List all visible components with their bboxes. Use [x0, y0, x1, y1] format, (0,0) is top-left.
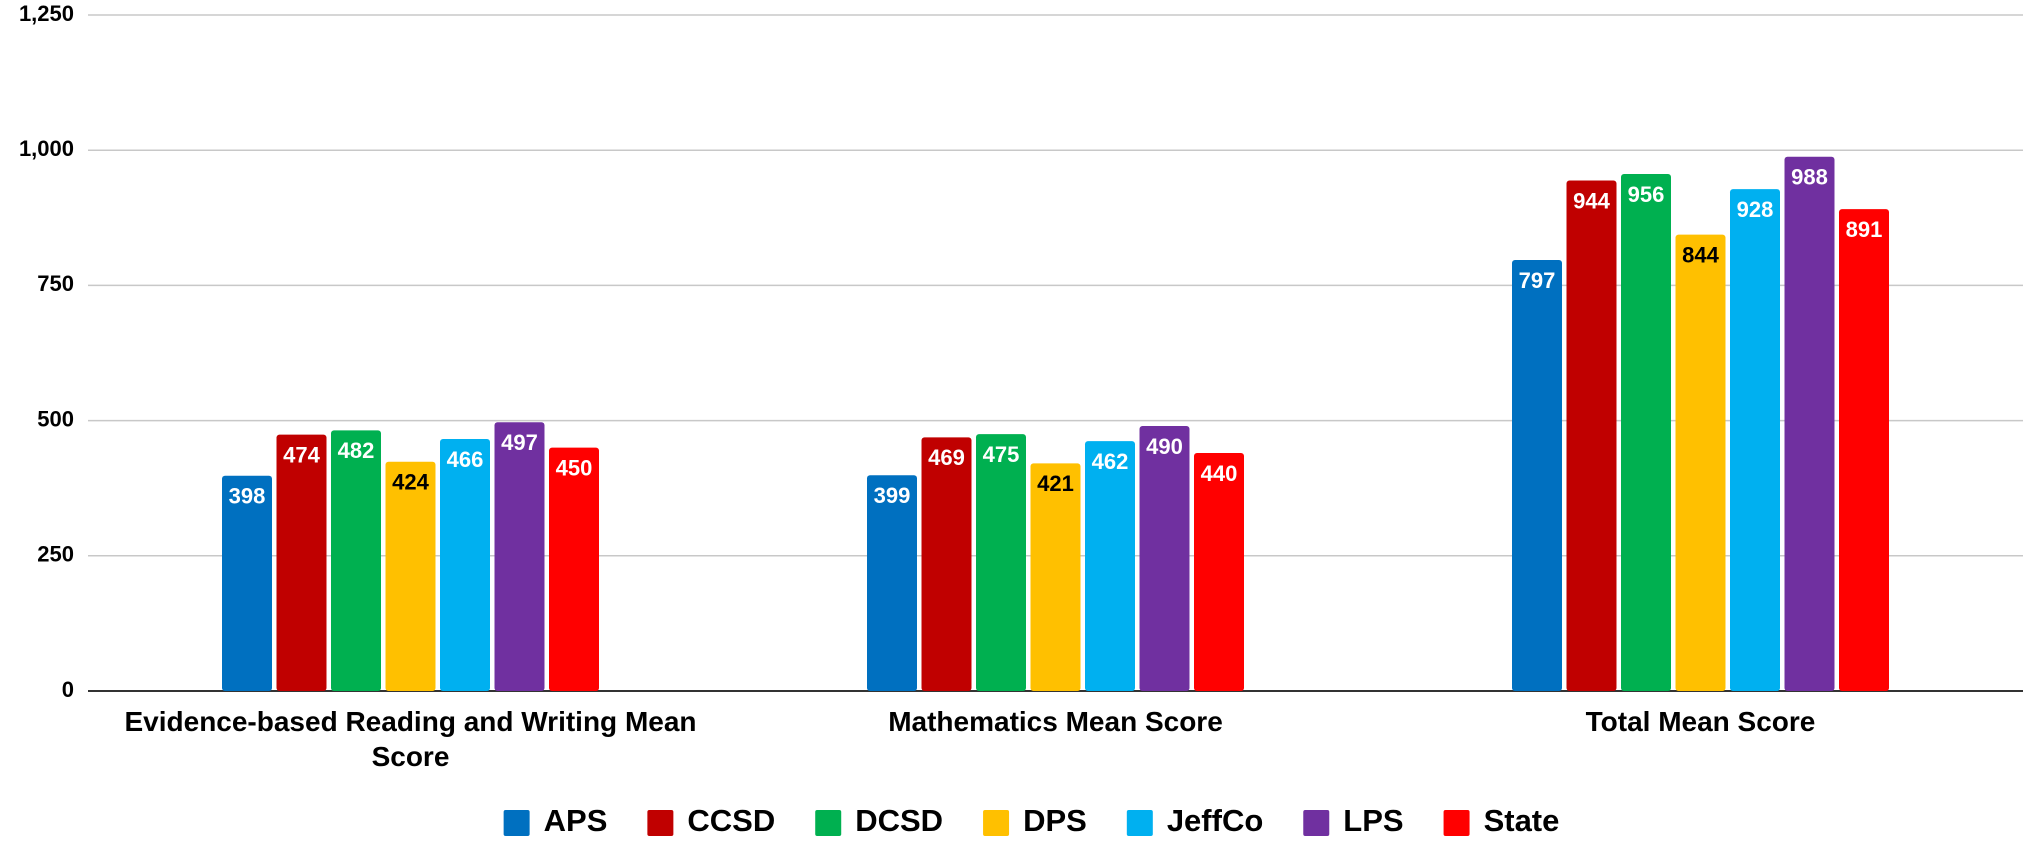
data-label: 421: [1037, 471, 1074, 496]
bar: [1030, 463, 1081, 691]
bar: [1839, 209, 1889, 691]
legend-label: LPS: [1343, 803, 1403, 838]
data-label: 424: [392, 470, 429, 495]
legend-swatch: [503, 810, 530, 836]
y-tick-label: 250: [37, 542, 74, 567]
bar: [331, 430, 381, 691]
data-label: 475: [983, 442, 1020, 467]
y-tick-label: 0: [62, 677, 74, 702]
data-label: 944: [1573, 188, 1610, 213]
bar: [276, 434, 327, 691]
bar: [1512, 259, 1562, 691]
legend-label: DPS: [1023, 803, 1087, 838]
legend-swatch: [1126, 810, 1153, 836]
x-tick-label: Mathematics Mean Score: [888, 706, 1223, 737]
y-tick-label: 750: [37, 271, 74, 296]
data-label: 797: [1519, 268, 1556, 293]
data-label: 988: [1791, 165, 1828, 190]
data-label: 497: [501, 430, 538, 455]
bar: [222, 475, 272, 691]
legend-label: CCSD: [687, 803, 775, 838]
legend-swatch: [647, 810, 674, 836]
bar: [976, 434, 1026, 691]
data-label: 440: [1201, 461, 1238, 486]
y-tick-label: 500: [37, 406, 74, 431]
data-label: 956: [1628, 182, 1665, 207]
bar: [549, 447, 599, 691]
legend-swatch: [983, 810, 1010, 836]
data-label: 490: [1146, 434, 1183, 459]
y-tick-label: 1,000: [19, 136, 74, 161]
bar: [1139, 426, 1190, 691]
legend-label: State: [1484, 803, 1560, 838]
data-label: 474: [283, 442, 320, 467]
legend-label: JeffCo: [1167, 803, 1263, 838]
data-label: 469: [928, 445, 965, 470]
data-label: 844: [1682, 242, 1719, 267]
bar: [440, 438, 490, 691]
data-label: 482: [338, 438, 375, 463]
bar: [1675, 234, 1726, 691]
data-label: 398: [229, 484, 266, 509]
data-label: 450: [556, 455, 593, 480]
legend-label: APS: [544, 803, 608, 838]
bar: [1566, 180, 1617, 691]
y-tick-label: 1,250: [19, 1, 74, 26]
data-label: 462: [1092, 449, 1129, 474]
bar: [1784, 156, 1835, 692]
bar: [1730, 189, 1780, 691]
bar: [867, 475, 917, 691]
legend-label: DCSD: [855, 803, 943, 838]
data-label: 466: [447, 447, 484, 472]
bar: [385, 461, 436, 691]
legend-swatch: [815, 810, 842, 836]
legend-swatch: [1443, 810, 1470, 836]
legend-swatch: [1303, 810, 1330, 836]
bar: [1194, 453, 1244, 691]
bar: [494, 422, 545, 691]
x-tick-label: Total Mean Score: [1585, 706, 1816, 737]
data-label: 891: [1846, 217, 1883, 242]
data-label: 928: [1737, 197, 1774, 222]
x-tick-label: Evidence-based Reading and Writing Mean …: [124, 706, 697, 772]
bar: [921, 437, 972, 691]
data-label: 399: [874, 483, 911, 508]
bar: [1621, 173, 1671, 692]
bar: [1085, 441, 1135, 691]
